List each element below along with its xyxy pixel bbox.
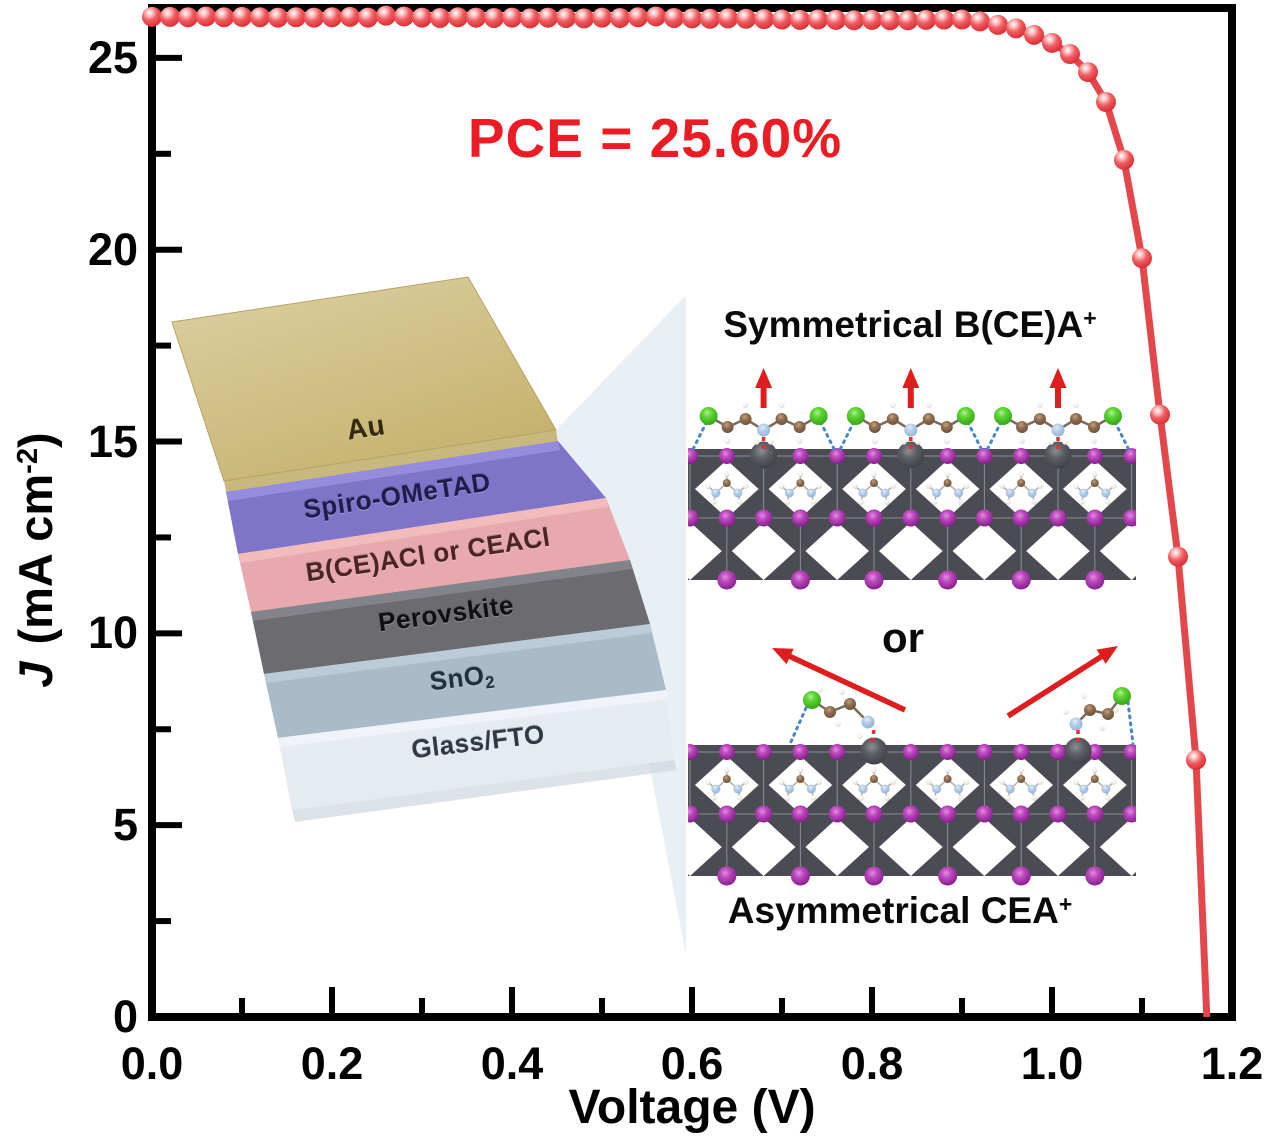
data-point <box>1024 24 1044 45</box>
data-point <box>970 11 990 32</box>
data-point <box>502 7 522 28</box>
red-arrow-head-icon <box>755 368 773 388</box>
data-point <box>790 9 810 30</box>
data-point <box>196 6 216 27</box>
data-point <box>448 7 468 28</box>
h-bond-blue <box>966 420 984 452</box>
data-point <box>376 5 396 26</box>
data-point <box>952 9 972 30</box>
stack-layer-top-edge <box>226 441 560 501</box>
data-point <box>592 7 612 28</box>
data-point <box>736 8 756 29</box>
stack-layer-top-edge <box>238 498 608 563</box>
red-arrow-icon <box>781 650 907 713</box>
plot-frame <box>148 4 1236 1021</box>
data-point <box>574 8 594 29</box>
data-point <box>340 6 360 27</box>
stack-layer-top-edge <box>278 690 668 747</box>
data-point <box>1096 91 1116 112</box>
red-arrow-head-icon <box>1049 368 1067 388</box>
data-point <box>700 8 720 29</box>
data-point <box>1042 32 1062 53</box>
data-point <box>160 6 180 27</box>
data-point <box>916 9 936 30</box>
data-point <box>322 7 342 28</box>
data-point <box>304 7 324 28</box>
data-point <box>1150 404 1170 425</box>
data-point <box>538 7 558 28</box>
data-point <box>988 14 1008 35</box>
red-arrow-head-icon <box>1096 646 1118 664</box>
data-point <box>880 10 900 31</box>
data-point <box>646 6 666 27</box>
data-point <box>826 9 846 30</box>
data-point <box>556 7 576 28</box>
h-bond-blue <box>1113 420 1131 452</box>
h-bond-blue <box>691 420 709 452</box>
data-point <box>142 6 162 27</box>
h-bond-blue <box>788 706 808 746</box>
data-point <box>808 9 828 30</box>
data-point <box>682 8 702 29</box>
data-point <box>610 7 630 28</box>
data-point <box>772 9 792 30</box>
stack-layer-top-edge <box>251 560 632 621</box>
data-point <box>358 7 378 28</box>
stack-layer-front <box>251 560 650 674</box>
data-point <box>628 7 648 28</box>
stack-layer-front <box>238 498 630 612</box>
data-point <box>898 10 918 31</box>
data-point <box>1114 149 1134 170</box>
data-point <box>1168 546 1188 567</box>
molecule-bonds <box>1075 695 1123 725</box>
data-point <box>1006 18 1026 39</box>
data-point <box>214 7 234 28</box>
perovskite-lattice <box>688 737 1136 886</box>
red-arrow-head-icon <box>902 368 920 388</box>
data-point <box>286 7 306 28</box>
red-arrow-icon <box>1006 650 1110 719</box>
au-top-face <box>171 276 557 482</box>
stack-layer-front <box>226 441 606 554</box>
data-point <box>934 9 954 30</box>
data-point <box>1078 62 1098 83</box>
data-point <box>466 7 486 28</box>
h-bond-red <box>870 729 876 745</box>
data-point <box>412 7 432 28</box>
data-point <box>250 7 270 28</box>
data-point <box>430 7 450 28</box>
data-point <box>718 8 738 29</box>
h-bond-blue <box>1126 700 1135 746</box>
stack-layer-front <box>264 624 666 738</box>
data-point <box>520 8 540 29</box>
h-bond-blue <box>838 420 856 452</box>
molecule-bonds <box>811 698 869 723</box>
data-point <box>754 9 774 30</box>
h-bond-blue <box>985 420 1003 452</box>
data-point <box>844 10 864 31</box>
data-point <box>664 7 684 28</box>
stack-layer-top-edge <box>264 624 652 683</box>
data-point <box>232 6 252 27</box>
stack-layer-front <box>278 690 674 810</box>
data-point <box>1060 44 1080 65</box>
glass-bottom-edge <box>292 760 677 822</box>
data-point <box>394 6 414 27</box>
perovskite-lattice <box>688 441 1136 590</box>
h-bond-blue <box>819 420 837 452</box>
data-point <box>1186 749 1206 770</box>
red-arrow-head-icon <box>772 648 794 665</box>
data-point <box>1132 248 1152 269</box>
data-point <box>178 7 198 28</box>
data-point <box>268 7 288 28</box>
stack-layer-front <box>224 430 558 492</box>
data-point <box>862 9 882 30</box>
data-point <box>484 7 504 28</box>
